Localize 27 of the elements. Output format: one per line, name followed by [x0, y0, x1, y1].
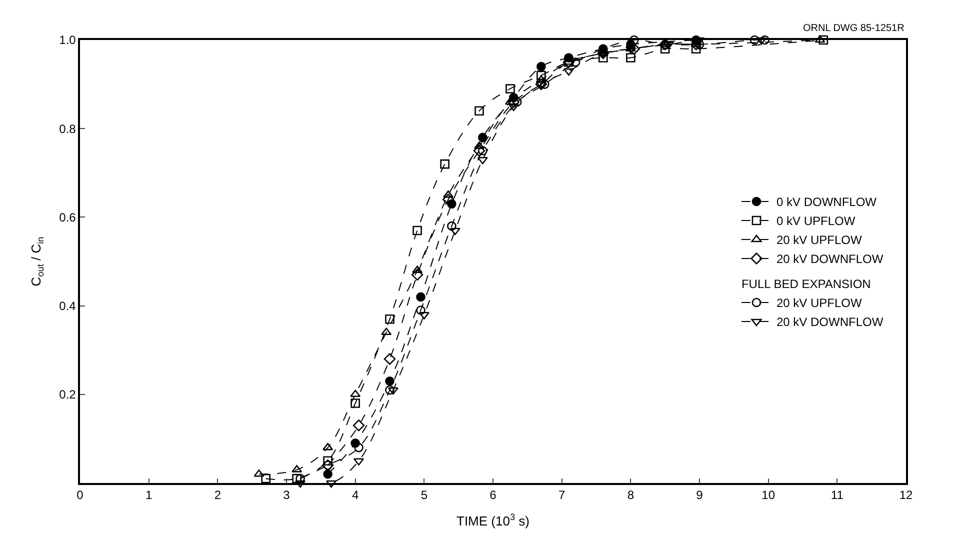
- x-axis-title: TIME (10$^{3}$ s): [456, 512, 530, 528]
- x-tick-label: 12: [899, 488, 913, 502]
- legend-label: 20 kV UPFLOW: [776, 233, 863, 248]
- y-tick-label: 0.2: [59, 388, 76, 402]
- annotation: FULL BED EXPANSION: [741, 277, 871, 292]
- legend-label: 20 kV DOWNFLOW: [776, 315, 884, 330]
- x-tick-label: 8: [627, 488, 634, 502]
- legend-label: 20 kV UPFLOW: [776, 296, 863, 310]
- text: ORNL DWG 85-1251R: [803, 23, 904, 34]
- y-tick-label: 0.6: [59, 210, 76, 224]
- y-tick-label: 0.4: [59, 299, 76, 313]
- x-tick-label: 1: [145, 488, 152, 502]
- x-tick-label: 11: [830, 488, 844, 502]
- y-tick-label: 0.8: [59, 122, 76, 136]
- x-tick-label: 2: [214, 488, 222, 502]
- x-tick-label: 5: [420, 488, 428, 502]
- y-tick-label: 1.0: [59, 33, 76, 48]
- legend-label: 0 kV UPFLOW: [776, 214, 856, 228]
- x-tick-label: 9: [696, 488, 704, 502]
- legend-label: 20 kV DOWNFLOW: [776, 252, 884, 266]
- x-tick-label: 7: [558, 488, 566, 502]
- x-tick-label: 10: [762, 488, 776, 502]
- x-tick-label: 0: [76, 488, 84, 502]
- legend-label: 0 kV DOWNFLOW: [776, 195, 878, 210]
- x-tick-label: 6: [490, 488, 497, 502]
- x-tick-label: 3: [283, 488, 290, 502]
- x-tick-label: 4: [352, 488, 359, 502]
